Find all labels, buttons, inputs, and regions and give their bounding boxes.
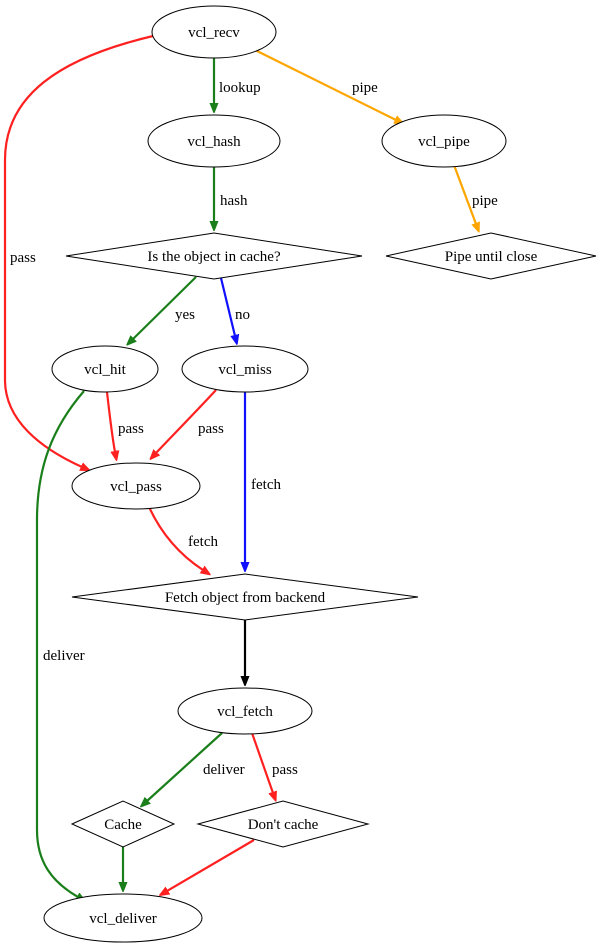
node-label: vcl_miss (218, 362, 271, 378)
edge-hit-to-deliver: deliver (35, 390, 85, 897)
node-incache: Is the object in cache? (65, 232, 363, 280)
edge-hit-to-pass: pass (105, 391, 144, 452)
node-label: vcl_hash (187, 134, 241, 150)
edge-label: lookup (219, 80, 261, 96)
diamond-shape (196, 800, 370, 848)
node-label: vcl_recv (188, 25, 240, 41)
node-label: vcl_pass (110, 479, 162, 495)
edge-label: no (235, 307, 250, 323)
edge-label: fetch (251, 477, 281, 493)
ellipse-shape (147, 114, 281, 168)
diamond-shape (71, 573, 419, 621)
node-label: Cache (104, 817, 142, 833)
edge-incache-to-miss: no (219, 277, 250, 336)
ellipse-shape (181, 345, 309, 393)
node-miss: vcl_miss (181, 345, 309, 393)
edge-label: yes (175, 307, 195, 323)
node-label: Fetch object from backend (165, 590, 326, 606)
edge-line (35, 390, 84, 897)
node-label: vcl_hit (84, 362, 126, 378)
ellipse-shape (51, 345, 159, 393)
ellipse-shape (381, 114, 507, 168)
edge-hash-to-incache: hash (214, 167, 248, 222)
edge-label: deliver (43, 648, 85, 664)
node-label: Pipe until close (445, 249, 538, 265)
edge-line (250, 732, 273, 793)
edge-recv-to-pass: pass (3, 34, 154, 467)
edge-line (219, 277, 235, 336)
edge-pipe-to-pipeclose: pipe (452, 164, 498, 224)
ellipse-shape (71, 462, 201, 510)
edge-line (133, 276, 197, 339)
edge-recv-to-pipe: pipe (250, 47, 396, 120)
node-fetchobj: Fetch object from backend (71, 573, 419, 621)
edge-line (167, 839, 255, 891)
node-fetch: vcl_fetch (177, 687, 313, 735)
edge-label: pass (272, 762, 298, 778)
edge-label: pass (10, 250, 36, 266)
ellipse-shape (151, 5, 277, 59)
node-pass: vcl_pass (71, 462, 201, 510)
edge-fetch-to-dontcache: pass (250, 732, 298, 793)
node-dontcache: Don't cache (196, 800, 370, 848)
node-label: Is the object in cache? (147, 249, 281, 265)
edge-incache-to-hit: yes (133, 276, 197, 339)
node-hash: vcl_hash (147, 114, 281, 168)
edge-line (452, 164, 476, 224)
edge-line (3, 34, 154, 467)
node-cache: Cache (70, 800, 176, 848)
diamond-shape (65, 232, 363, 280)
edge-label: fetch (188, 534, 218, 550)
node-deliver: vcl_deliver (43, 893, 203, 943)
edge-miss-to-pass: pass (156, 389, 224, 453)
edge-line (250, 47, 396, 120)
node-label: vcl_pipe (418, 134, 470, 150)
node-label: vcl_deliver (89, 911, 156, 927)
edge-label: deliver (203, 762, 245, 778)
edge-line (148, 506, 203, 570)
diamond-shape (70, 800, 176, 848)
node-pipeclose: Pipe until close (385, 232, 597, 280)
edge-dontcache-to-deliver (167, 839, 255, 891)
edge-label: pass (198, 421, 224, 437)
edge-miss-to-fetchobj: fetch (245, 392, 281, 563)
edge-fetch-to-cache: deliver (147, 732, 245, 801)
edge-label: pass (118, 421, 144, 437)
ellipse-shape (43, 893, 203, 943)
node-recv: vcl_recv (151, 5, 277, 59)
node-hit: vcl_hit (51, 345, 159, 393)
edge-line (156, 389, 217, 453)
edge-label: pipe (472, 193, 498, 209)
ellipse-shape (177, 687, 313, 735)
node-pipe: vcl_pipe (381, 114, 507, 168)
node-label: Don't cache (248, 817, 319, 833)
edge-recv-to-hash: lookup (214, 58, 261, 104)
edge-line (147, 732, 223, 801)
diamond-shape (385, 232, 597, 280)
edge-label: hash (220, 193, 248, 209)
edge-line (105, 391, 115, 452)
edge-pass-to-fetchobj: fetch (148, 506, 218, 570)
edge-label: pipe (352, 80, 378, 96)
node-label: vcl_fetch (217, 704, 273, 720)
